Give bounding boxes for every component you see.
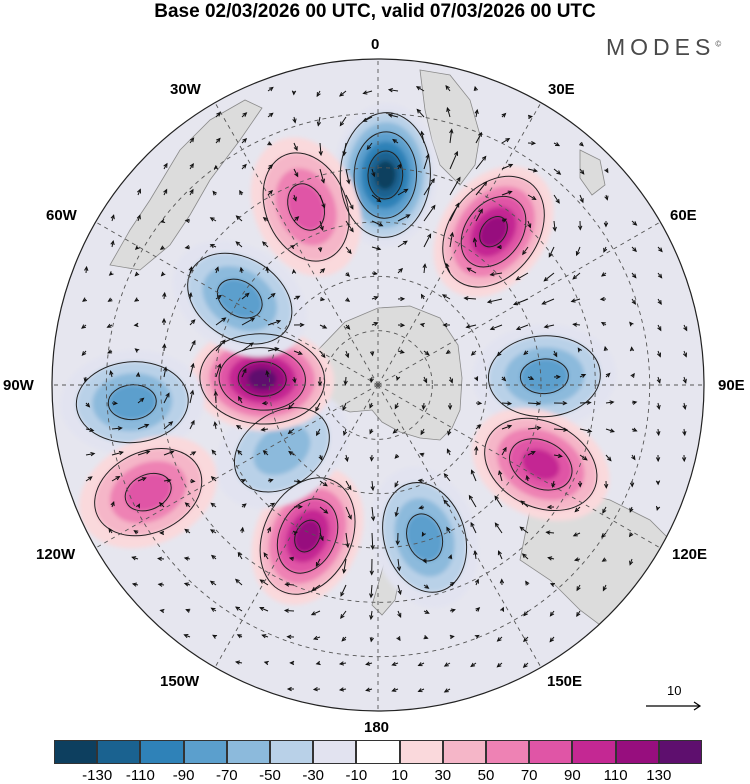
lon-label-90w: 90W [3,377,34,394]
colorbar-tick-label: -50 [259,767,281,784]
colorbar-swatch [227,740,270,764]
colorbar-swatch [313,740,356,764]
colorbar-tick-label: 50 [478,767,495,784]
colorbar-swatch [529,740,572,764]
colorbar-tick-label: -10 [346,767,368,784]
colorbar-swatch [443,740,486,764]
colorbar-swatch [54,740,97,764]
colorbar-tick-label: -130 [82,767,112,784]
colorbar-swatch [659,740,702,764]
colorbar-tick-label: 130 [646,767,671,784]
colorbar-swatch [616,740,659,764]
colorbar-tick-label: -90 [173,767,195,784]
lon-label-90e: 90E [718,377,745,394]
lon-label-120w: 120W [36,546,75,563]
colorbar-swatch [400,740,443,764]
colorbar-swatch [270,740,313,764]
colorbar-swatch [356,740,399,764]
colorbar-tick-label: -70 [216,767,238,784]
colorbar-swatch [140,740,183,764]
colorbar-swatch [572,740,615,764]
colorbar-tick-label: 30 [434,767,451,784]
colorbar-tick-label: 110 [604,767,628,784]
lon-label-150w: 150W [160,673,199,690]
lon-label-60w: 60W [46,207,77,224]
colorbar-tick-label: 10 [391,767,408,784]
lon-label-150e: 150E [547,673,582,690]
lon-label-30w: 30W [170,81,201,98]
colorbar-tick-label: 90 [564,767,581,784]
lon-label-120e: 120E [672,546,707,563]
colorbar-tick-label: 70 [521,767,538,784]
lon-label-0: 0 [371,36,379,53]
colorbar-swatch [486,740,529,764]
colorbar-swatch [97,740,140,764]
colorbar-tick-label: -30 [302,767,324,784]
colorbar-tick-label: -110 [126,767,155,784]
lon-label-180: 180 [364,719,389,736]
colorbar-swatch [184,740,227,764]
lon-label-60e: 60E [670,207,697,224]
vector-scale [646,702,700,710]
vector-scale-label: 10 [667,683,681,698]
lon-label-30e: 30E [548,81,575,98]
